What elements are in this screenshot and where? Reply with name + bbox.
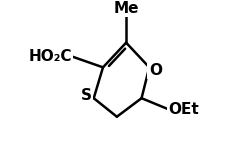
Text: S: S <box>80 88 92 103</box>
Text: OEt: OEt <box>168 102 199 117</box>
Text: HO₂C: HO₂C <box>29 49 72 64</box>
Text: Me: Me <box>113 1 139 16</box>
Text: O: O <box>149 63 162 78</box>
